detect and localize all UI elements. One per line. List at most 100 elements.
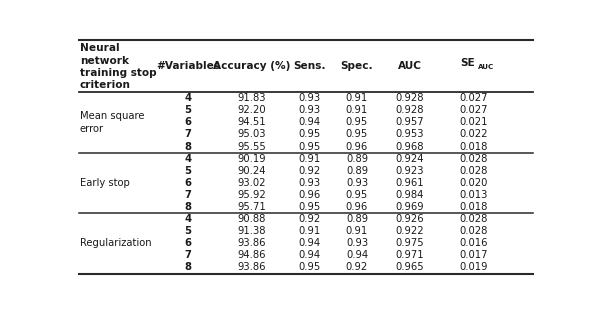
Text: SE: SE [460, 58, 475, 68]
Text: 0.027: 0.027 [459, 93, 487, 103]
Text: 90.24: 90.24 [237, 166, 266, 176]
Text: 0.94: 0.94 [299, 250, 321, 260]
Text: 0.89: 0.89 [346, 166, 368, 176]
Text: 0.957: 0.957 [395, 117, 424, 127]
Text: AUC: AUC [478, 64, 494, 70]
Text: 94.51: 94.51 [237, 117, 266, 127]
Text: 0.017: 0.017 [459, 250, 487, 260]
Text: 0.965: 0.965 [395, 263, 424, 272]
Text: 90.19: 90.19 [237, 154, 266, 164]
Text: 0.95: 0.95 [299, 130, 321, 140]
Text: 0.923: 0.923 [396, 166, 424, 176]
Text: 0.022: 0.022 [459, 130, 487, 140]
Text: 0.961: 0.961 [395, 178, 424, 188]
Text: 5: 5 [184, 166, 192, 176]
Text: 0.928: 0.928 [396, 105, 424, 115]
Text: 0.016: 0.016 [459, 238, 487, 248]
Text: 91.83: 91.83 [237, 93, 266, 103]
Text: 0.91: 0.91 [299, 154, 321, 164]
Text: 8: 8 [184, 142, 192, 152]
Text: 6: 6 [184, 178, 192, 188]
Text: Spec.: Spec. [341, 61, 373, 71]
Text: 0.021: 0.021 [459, 117, 487, 127]
Text: 95.71: 95.71 [237, 202, 266, 212]
Text: Sens.: Sens. [293, 61, 326, 71]
Text: 0.95: 0.95 [346, 117, 368, 127]
Text: 6: 6 [184, 238, 192, 248]
Text: 7: 7 [184, 190, 192, 200]
Text: 0.91: 0.91 [346, 226, 368, 236]
Text: 0.020: 0.020 [459, 178, 487, 188]
Text: 0.922: 0.922 [395, 226, 424, 236]
Text: 0.96: 0.96 [299, 190, 321, 200]
Text: 4: 4 [184, 93, 192, 103]
Text: 0.92: 0.92 [299, 214, 321, 224]
Text: 0.89: 0.89 [346, 154, 368, 164]
Text: 7: 7 [184, 130, 192, 140]
Text: Mean square
error: Mean square error [80, 111, 145, 134]
Text: Regularization: Regularization [80, 238, 152, 248]
Text: 0.93: 0.93 [299, 178, 321, 188]
Text: 0.92: 0.92 [346, 263, 368, 272]
Text: 95.55: 95.55 [237, 142, 266, 152]
Text: 8: 8 [184, 202, 192, 212]
Text: Accuracy (%): Accuracy (%) [213, 61, 290, 71]
Text: 0.92: 0.92 [299, 166, 321, 176]
Text: 0.96: 0.96 [346, 202, 368, 212]
Text: 0.018: 0.018 [459, 202, 487, 212]
Text: 0.93: 0.93 [299, 93, 321, 103]
Text: 94.86: 94.86 [237, 250, 266, 260]
Text: 0.91: 0.91 [299, 226, 321, 236]
Text: Neural
network
training stop
criterion: Neural network training stop criterion [80, 43, 156, 91]
Text: 0.89: 0.89 [346, 214, 368, 224]
Text: 0.953: 0.953 [396, 130, 424, 140]
Text: 95.03: 95.03 [237, 130, 266, 140]
Text: 6: 6 [184, 117, 192, 127]
Text: 0.91: 0.91 [346, 93, 368, 103]
Text: 0.019: 0.019 [459, 263, 487, 272]
Text: 0.94: 0.94 [346, 250, 368, 260]
Text: 0.93: 0.93 [299, 105, 321, 115]
Text: 0.91: 0.91 [346, 105, 368, 115]
Text: 0.926: 0.926 [395, 214, 424, 224]
Text: 0.028: 0.028 [459, 226, 487, 236]
Text: 0.971: 0.971 [395, 250, 424, 260]
Text: 0.018: 0.018 [459, 142, 487, 152]
Text: 4: 4 [184, 154, 192, 164]
Text: 0.94: 0.94 [299, 238, 321, 248]
Text: 93.02: 93.02 [237, 178, 266, 188]
Text: 5: 5 [184, 105, 192, 115]
Text: 0.028: 0.028 [459, 154, 487, 164]
Text: #Variables: #Variables [156, 61, 220, 71]
Text: 0.969: 0.969 [395, 202, 424, 212]
Text: 0.984: 0.984 [396, 190, 424, 200]
Text: 0.975: 0.975 [395, 238, 424, 248]
Text: 90.88: 90.88 [237, 214, 266, 224]
Text: 0.95: 0.95 [299, 263, 321, 272]
Text: 93.86: 93.86 [237, 238, 266, 248]
Text: 95.92: 95.92 [237, 190, 266, 200]
Text: 0.93: 0.93 [346, 178, 368, 188]
Text: 0.028: 0.028 [459, 214, 487, 224]
Text: 0.95: 0.95 [299, 202, 321, 212]
Text: AUC: AUC [397, 61, 422, 71]
Text: 0.028: 0.028 [459, 166, 487, 176]
Text: 92.20: 92.20 [237, 105, 266, 115]
Text: 8: 8 [184, 263, 192, 272]
Text: 93.86: 93.86 [237, 263, 266, 272]
Text: 0.95: 0.95 [346, 130, 368, 140]
Text: 0.95: 0.95 [299, 142, 321, 152]
Text: 7: 7 [184, 250, 192, 260]
Text: 0.924: 0.924 [396, 154, 424, 164]
Text: 0.95: 0.95 [346, 190, 368, 200]
Text: 91.38: 91.38 [237, 226, 266, 236]
Text: 0.968: 0.968 [396, 142, 424, 152]
Text: Early stop: Early stop [80, 178, 130, 188]
Text: 0.027: 0.027 [459, 105, 487, 115]
Text: 0.93: 0.93 [346, 238, 368, 248]
Text: 0.928: 0.928 [396, 93, 424, 103]
Text: 0.96: 0.96 [346, 142, 368, 152]
Text: 5: 5 [184, 226, 192, 236]
Text: 0.94: 0.94 [299, 117, 321, 127]
Text: 4: 4 [184, 214, 192, 224]
